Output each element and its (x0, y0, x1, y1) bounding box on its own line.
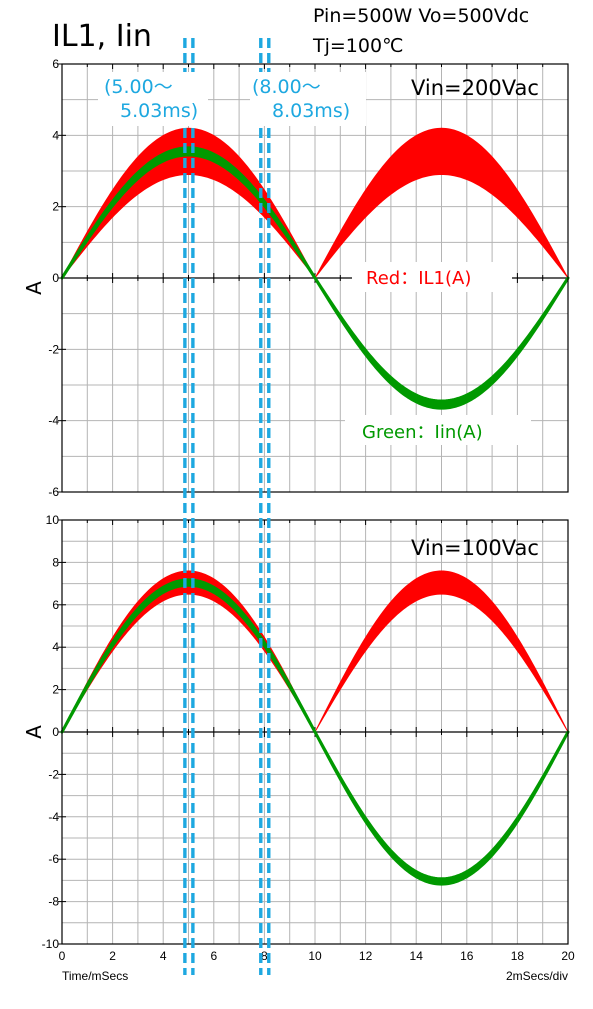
chart-panel-vin-100: -10 -8 -6 -4 -2 0 2 4 6 8 10 0 2 4 6 8 10 12 14 16 18 20 Vin=… (22, 513, 575, 963)
y-tick-label: -10 (42, 937, 60, 951)
annotation-window-2-line1: (8.00～ (252, 76, 321, 98)
x-tick-label: 6 (210, 949, 217, 963)
x-tick-label: 18 (511, 949, 525, 963)
y-tick-label: -6 (48, 485, 59, 499)
x-tick-label: 14 (410, 949, 424, 963)
annotation-box-1 (98, 72, 208, 126)
y-tick-label: -2 (48, 767, 59, 781)
panel-label-bottom: Vin=100Vac (411, 536, 539, 560)
y-tick-label: 0 (52, 271, 59, 285)
legend-green: Green：Iin(A) (362, 422, 483, 443)
legend-green-bg (345, 415, 531, 445)
x-tick-label: 4 (160, 949, 167, 963)
annotation-window-1-line2: 5.03ms) (120, 100, 198, 122)
figure-title: IL1, Iin (52, 19, 152, 54)
y-tick-label: 6 (52, 598, 59, 612)
y-tick-label: 4 (52, 640, 59, 654)
x-tick-label: 10 (308, 949, 322, 963)
annotation-box-2 (250, 72, 366, 126)
y-tick-label: 2 (52, 200, 59, 214)
annotation-window-2-line2: 8.03ms) (272, 100, 350, 122)
y-axis-label-bottom: A (22, 725, 46, 739)
y-tick-label: -2 (48, 342, 59, 356)
y-axis-label-top: A (22, 281, 46, 295)
y-tick-label: 10 (46, 513, 60, 527)
y-tick-label: -4 (48, 810, 59, 824)
annotation-window-1-line1: (5.00～ (104, 76, 173, 98)
y-tick-label: 4 (52, 128, 59, 142)
x-axis-label: Time/mSecs (62, 969, 128, 983)
x-tick-label: 16 (460, 949, 474, 963)
scale-label: 2mSecs/div (506, 969, 568, 983)
x-tick-label: 12 (359, 949, 373, 963)
y-tick-label: -4 (48, 414, 59, 428)
y-tick-label: 8 (52, 555, 59, 569)
plot-frame-bottom (61, 519, 569, 945)
ticks-bottom: -10 -8 -6 -4 -2 0 2 4 6 8 10 0 2 4 6 8 10 12 14 16 18 20 (42, 513, 575, 963)
y-tick-label: 6 (52, 57, 59, 71)
conditions-line-1: Pin=500W Vo=500Vdc (313, 5, 529, 27)
x-tick-label: 8 (261, 949, 268, 963)
time-window-markers (183, 38, 271, 975)
y-tick-label: -8 (48, 895, 59, 909)
x-tick-label: 2 (109, 949, 116, 963)
x-tick-label: 0 (59, 949, 66, 963)
legend-red: Red：IL1(A) (366, 268, 471, 289)
legend-red-bg (352, 262, 512, 292)
y-tick-label: 2 (52, 683, 59, 697)
x-tick-label: 20 (561, 949, 575, 963)
conditions-line-2: Tj=100℃ (312, 35, 403, 57)
y-tick-label: 0 (52, 725, 59, 739)
plot-frame-top (61, 63, 569, 493)
y-tick-label: -6 (48, 852, 59, 866)
panel-label-top: Vin=200Vac (411, 76, 539, 100)
